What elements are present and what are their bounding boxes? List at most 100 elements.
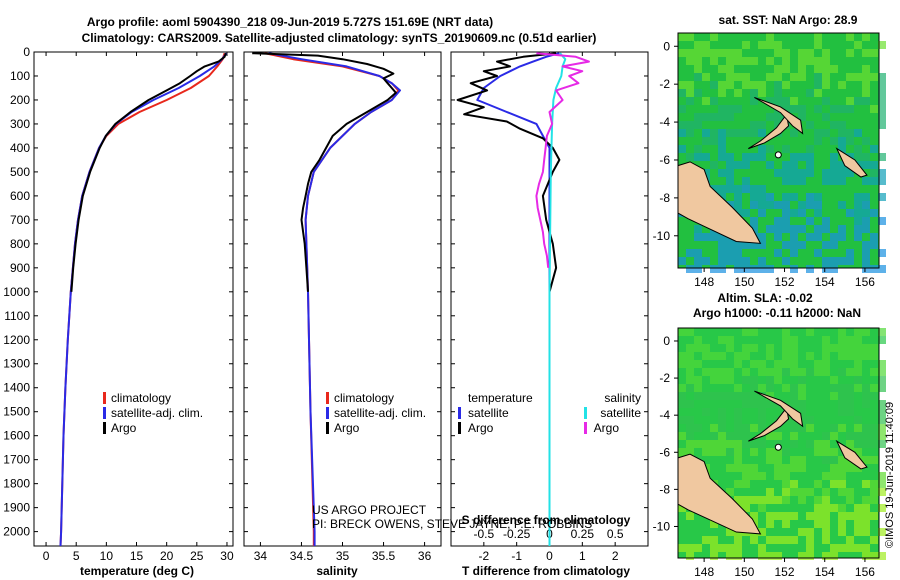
- map-cell: [726, 241, 734, 249]
- map-cell: [718, 432, 726, 440]
- map-cell: [758, 41, 766, 49]
- map-bottom-title-1: Altim. SLA: -0.02: [717, 291, 813, 305]
- map-cell: [862, 217, 870, 225]
- map-cell: [782, 344, 790, 352]
- map-cell: [822, 49, 830, 57]
- series-line-climatology: [264, 52, 400, 546]
- map-cell: [694, 89, 702, 97]
- map-cell: [846, 408, 854, 416]
- map-cell: [798, 113, 806, 121]
- map-x-tick-label: 152: [775, 565, 795, 579]
- map-cell: [774, 472, 782, 480]
- map-cell: [686, 153, 694, 161]
- credits-line-1: US ARGO PROJECT: [312, 503, 427, 517]
- map-cell: [822, 169, 830, 177]
- map-cell: [726, 129, 734, 137]
- map-cell: [878, 400, 886, 408]
- legend-label-satellite: satellite-adj. clim.: [111, 406, 203, 420]
- depth-tick-label: 300: [10, 117, 30, 131]
- map-cell: [726, 544, 734, 552]
- map-cell: [766, 352, 774, 360]
- depth-tick-label: 500: [10, 165, 30, 179]
- map-cell: [686, 432, 694, 440]
- map-cell: [790, 536, 798, 544]
- map-cell: [734, 201, 742, 209]
- map-cell: [862, 512, 870, 520]
- map-cell: [694, 544, 702, 552]
- map-cell: [694, 73, 702, 81]
- map-cell: [718, 233, 726, 241]
- map-cell: [790, 384, 798, 392]
- map-cell: [798, 552, 806, 560]
- map-cell: [822, 448, 830, 456]
- map-cell: [782, 177, 790, 185]
- map-cell: [726, 528, 734, 536]
- depth-tick-label: 1900: [3, 501, 30, 515]
- map-cell: [758, 424, 766, 432]
- map-cell: [726, 488, 734, 496]
- map-cell: [790, 161, 798, 169]
- map-cell: [822, 241, 830, 249]
- map-cell: [710, 33, 718, 41]
- map-cell: [710, 376, 718, 384]
- map-cell: [790, 177, 798, 185]
- map-cell: [822, 225, 830, 233]
- map-cell: [814, 201, 822, 209]
- map-cell: [694, 57, 702, 65]
- map-cell: [782, 193, 790, 201]
- map-cell: [758, 496, 766, 504]
- map-cell: [782, 57, 790, 65]
- temperature-xlabel: temperature (deg C): [80, 564, 194, 578]
- map-top-title: sat. SST: NaN Argo: 28.9: [719, 13, 858, 27]
- map-cell: [694, 344, 702, 352]
- map-cell: [726, 49, 734, 57]
- map-cell: [750, 241, 758, 249]
- map-cell: [806, 552, 814, 560]
- map-cell: [782, 328, 790, 336]
- map-cell: [710, 344, 718, 352]
- map-cell: [694, 41, 702, 49]
- map-cell: [734, 440, 742, 448]
- map-cell: [798, 177, 806, 185]
- map-cell: [870, 392, 878, 400]
- legend-swatch-argo: [326, 422, 329, 434]
- map-cell: [742, 129, 750, 137]
- map-cell: [742, 424, 750, 432]
- legend-label-argo: Argo: [334, 421, 360, 435]
- map-cell: [718, 105, 726, 113]
- map-cell: [838, 464, 846, 472]
- map-cell: [750, 424, 758, 432]
- map-cell: [742, 153, 750, 161]
- map-cell: [734, 480, 742, 488]
- map-cell: [830, 153, 838, 161]
- land-bougainville: [835, 147, 868, 178]
- map-cell: [694, 113, 702, 121]
- map-cell: [814, 440, 822, 448]
- map-cell: [750, 536, 758, 544]
- map-cell: [750, 97, 758, 105]
- map-cell: [726, 73, 734, 81]
- map-y-tick-label: -6: [659, 445, 670, 459]
- map-cell: [710, 424, 718, 432]
- map-cell: [822, 472, 830, 480]
- map-cell: [822, 528, 830, 536]
- map-cell: [766, 512, 774, 520]
- map-cell: [798, 209, 806, 217]
- map-cell: [814, 193, 822, 201]
- map-cell: [838, 336, 846, 344]
- map-cell: [862, 344, 870, 352]
- map-cell: [790, 456, 798, 464]
- map-cell: [782, 169, 790, 177]
- map-cell: [734, 57, 742, 65]
- map-cell: [814, 73, 822, 81]
- map-cell: [782, 225, 790, 233]
- map-cell: [710, 81, 718, 89]
- map-cell: [766, 344, 774, 352]
- map-cell: [878, 89, 886, 97]
- map-cell: [838, 352, 846, 360]
- map-cell: [870, 456, 878, 464]
- map-cell: [838, 472, 846, 480]
- map-cell: [718, 81, 726, 89]
- map-cell: [742, 41, 750, 49]
- map-cell: [702, 536, 710, 544]
